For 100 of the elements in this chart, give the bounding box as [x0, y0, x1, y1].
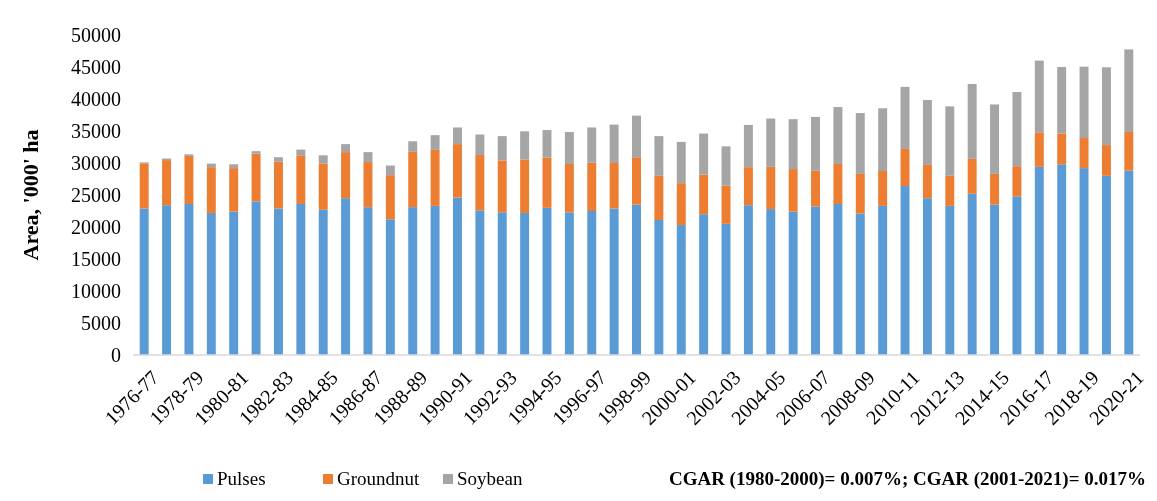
- bar: [1079, 138, 1089, 169]
- bar: [967, 193, 977, 355]
- bar: [1057, 67, 1067, 134]
- bar: [1079, 168, 1089, 355]
- bar: [654, 219, 664, 355]
- bar: [408, 207, 418, 355]
- bar: [520, 212, 530, 355]
- bar: [184, 155, 194, 204]
- y-tick-label: 10000: [71, 280, 121, 302]
- bar: [922, 198, 932, 355]
- bar: [632, 115, 641, 158]
- bar: [520, 131, 530, 160]
- bar: [587, 162, 597, 211]
- bar: [855, 113, 865, 174]
- bar: [564, 131, 574, 164]
- bar: [475, 155, 485, 211]
- bar: [1101, 145, 1111, 176]
- bar: [229, 211, 239, 355]
- bar: [721, 146, 731, 186]
- bar: [318, 163, 328, 210]
- bar: [967, 83, 977, 159]
- bar: [1101, 175, 1111, 355]
- bar: [162, 160, 172, 206]
- bar: [587, 211, 597, 355]
- y-tick-label: 35000: [71, 120, 121, 142]
- bar: [162, 205, 172, 355]
- bar: [497, 136, 507, 161]
- bar: [273, 157, 283, 162]
- y-tick-label: 40000: [71, 88, 121, 110]
- bar: [587, 127, 597, 163]
- bar: [632, 204, 641, 355]
- bar: [1034, 166, 1044, 355]
- y-tick-label: 50000: [71, 24, 121, 46]
- bar: [788, 169, 798, 212]
- bar: [363, 162, 373, 208]
- bar: [453, 127, 462, 145]
- bar: [206, 167, 216, 213]
- bar: [609, 208, 619, 355]
- bar: [878, 171, 888, 206]
- bar: [408, 151, 418, 208]
- bar: [520, 159, 530, 213]
- bar: [341, 152, 351, 199]
- bar: [811, 116, 820, 171]
- bar: [743, 124, 753, 168]
- bar: [1124, 49, 1134, 132]
- bar: [385, 165, 395, 176]
- bar: [766, 166, 776, 210]
- bar: [811, 206, 820, 355]
- bar: [811, 170, 820, 207]
- bar: [632, 157, 641, 205]
- y-axis-title: Area, '000' ha: [18, 129, 43, 261]
- bar: [676, 225, 686, 355]
- text: CGAR (1980-2000)= 0.007%; CGAR (2001-2021)= 0.017%: [668, 468, 1146, 490]
- legend-label: Groundnut: [337, 468, 421, 489]
- bar: [363, 207, 373, 355]
- bar: [385, 219, 395, 355]
- bar: [945, 106, 955, 176]
- bar: [654, 175, 664, 220]
- bar: [363, 152, 373, 163]
- y-tick-label: 30000: [71, 152, 121, 174]
- bar: [184, 203, 194, 355]
- bar: [699, 174, 709, 215]
- bar: [1124, 131, 1134, 171]
- bar: [1101, 67, 1111, 146]
- bar: [766, 118, 776, 167]
- bar: [1012, 91, 1022, 167]
- bar: [1079, 66, 1089, 139]
- bar: [251, 151, 261, 154]
- bar: [788, 211, 798, 355]
- y-tick-label: 20000: [71, 216, 121, 238]
- bar: [945, 175, 955, 206]
- bar: [430, 135, 440, 150]
- bar: [990, 204, 1000, 355]
- bar: [766, 209, 776, 355]
- bar: [453, 144, 462, 198]
- bar: [699, 214, 709, 355]
- bar: [1057, 133, 1067, 165]
- bar: [1034, 132, 1044, 167]
- bar: [273, 161, 283, 209]
- bar: [676, 141, 686, 184]
- bar: [139, 208, 149, 355]
- bar: [408, 141, 418, 152]
- legend-label: Soybean: [457, 468, 523, 489]
- bar: [900, 186, 910, 355]
- bar: [385, 175, 395, 220]
- bar: [251, 153, 261, 202]
- bar: [497, 160, 507, 213]
- bar: [743, 167, 753, 206]
- bar: [273, 208, 283, 355]
- y-tick-label: 25000: [71, 184, 121, 206]
- bar: [318, 155, 328, 164]
- bar: [967, 158, 977, 194]
- bar: [296, 155, 306, 204]
- bar: [430, 205, 440, 355]
- bar: [1057, 164, 1067, 355]
- bar: [1034, 60, 1044, 133]
- bar: [542, 130, 552, 158]
- bar: [990, 104, 1000, 174]
- bar: [855, 213, 865, 355]
- bar: [699, 133, 709, 175]
